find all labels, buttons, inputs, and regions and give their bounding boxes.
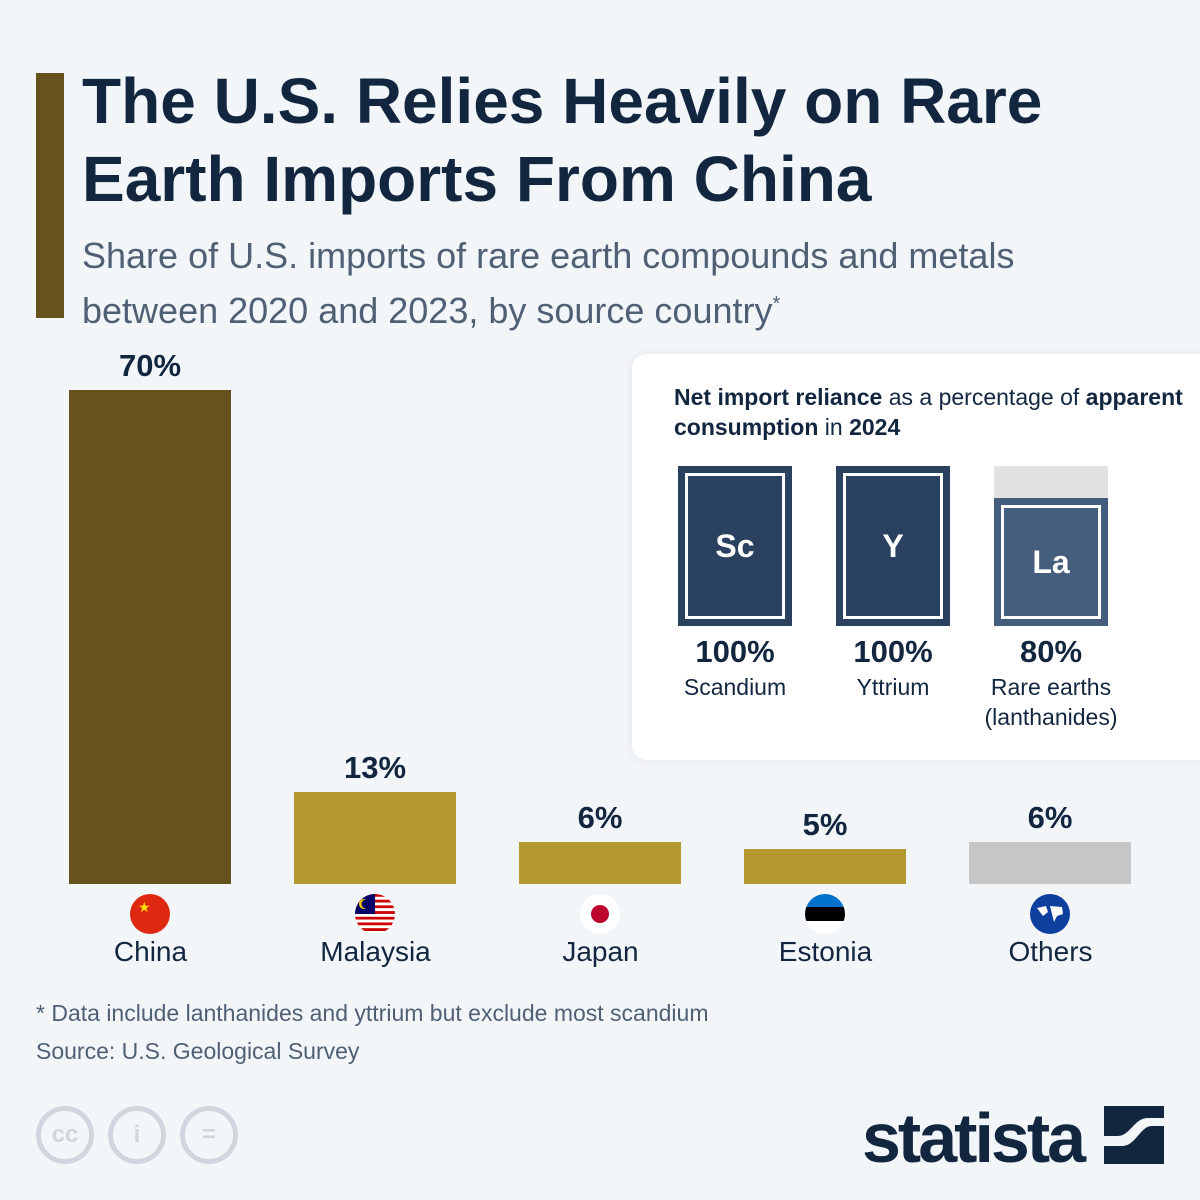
element-name: Yttrium xyxy=(856,674,930,700)
flag-japan-icon xyxy=(580,894,620,934)
source: Source: U.S. Geological Survey xyxy=(36,1038,360,1064)
globe-icon xyxy=(1030,894,1070,934)
flag-estonia-icon xyxy=(805,894,845,934)
element-name: Scandium xyxy=(683,674,787,700)
no-derivatives-icon[interactable]: = xyxy=(180,1106,238,1164)
element-tile-sc: Sc xyxy=(678,466,792,626)
svg-text:★: ★ xyxy=(138,899,151,915)
value-label: 6% xyxy=(1027,799,1073,835)
category-label: Estonia xyxy=(778,936,873,967)
cc-license-icon[interactable]: cc xyxy=(36,1106,94,1164)
title-accent-bar xyxy=(36,73,64,318)
bar-others xyxy=(969,841,1131,884)
header: The U.S. Relies Heavily on Rare Earth Im… xyxy=(82,62,1182,335)
page-subtitle: Share of U.S. imports of rare earth comp… xyxy=(82,232,1082,335)
category-label: Others xyxy=(1008,936,1093,967)
panel-title: Net import reliance as a percentage of a… xyxy=(674,384,1183,440)
import-reliance-panel: Net import reliance as a percentage of a… xyxy=(632,354,1200,760)
statista-logo-mark-icon xyxy=(1104,1106,1164,1164)
element-tile-la: La xyxy=(994,466,1108,626)
bar-malaysia xyxy=(294,792,456,884)
bar-china xyxy=(69,389,231,884)
page-title: The U.S. Relies Heavily on Rare Earth Im… xyxy=(82,65,1043,215)
element-symbol: La xyxy=(1001,505,1101,619)
element-tile-y: Y xyxy=(836,466,950,626)
flag-china-icon: ★ xyxy=(130,894,170,934)
bar-chart: 70% ★ China 13% Malaysia 6% Japan 5% Estonia 6% Ot… xyxy=(0,340,1200,990)
value-label: 5% xyxy=(802,806,848,842)
bar-japan xyxy=(519,841,681,884)
reliance-value: 100% xyxy=(695,634,775,669)
subtitle-mark: * xyxy=(772,293,781,315)
value-label: 6% xyxy=(577,799,623,835)
reliance-value: 80% xyxy=(1019,634,1083,669)
reliance-value: 100% xyxy=(853,634,933,669)
element-name: Rare earths (lanthanides) xyxy=(984,674,1118,730)
category-label: Malaysia xyxy=(320,936,431,967)
attribution-icon[interactable]: i xyxy=(108,1106,166,1164)
category-label: China xyxy=(113,936,188,967)
value-label: 13% xyxy=(343,750,407,786)
flag-malaysia-icon xyxy=(355,894,395,934)
element-symbol: Y xyxy=(843,473,943,619)
subtitle-text: Share of U.S. imports of rare earth comp… xyxy=(82,235,1015,331)
element-symbol: Sc xyxy=(685,473,785,619)
bar-estonia xyxy=(744,848,906,884)
footnote: * Data include lanthanides and yttrium b… xyxy=(36,1000,709,1026)
statista-logo[interactable]: statista xyxy=(862,1099,1086,1177)
category-label: Japan xyxy=(562,936,639,967)
value-label: 70% xyxy=(118,347,182,383)
